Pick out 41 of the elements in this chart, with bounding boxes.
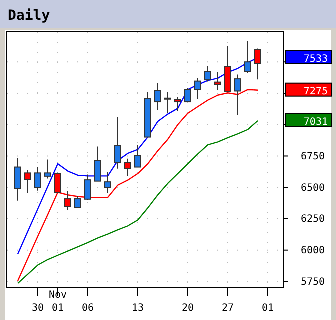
y-tick-label: 6250: [301, 214, 326, 226]
x-tick-label: 13: [132, 303, 144, 314]
x-tick-label: 01: [52, 303, 64, 314]
text: 7275: [304, 86, 328, 98]
candlestick: [64, 190, 72, 211]
x-tick-label: 30: [32, 303, 44, 314]
candlestick: [104, 172, 112, 194]
candlestick: [214, 72, 222, 91]
text: Nov: [48, 290, 68, 301]
candlestick: [34, 166, 42, 192]
candlestick: [24, 170, 32, 194]
line-series: [17, 120, 259, 284]
y-tick-label: 5750: [301, 276, 326, 288]
candlestick: [134, 144, 142, 168]
candlestick: [94, 146, 102, 182]
candlestick: [54, 172, 62, 194]
candlestick: [44, 159, 52, 180]
candlestick: [114, 116, 122, 170]
candlestick: [204, 66, 212, 82]
candlestick: [254, 48, 262, 80]
candlestick: [84, 174, 92, 201]
x-tick-label: 27: [222, 303, 234, 314]
x-tick-label: 20: [182, 303, 194, 314]
candlestick: [174, 96, 182, 112]
y-tick-label: 6000: [301, 246, 326, 257]
candlestick: [154, 82, 162, 111]
text: 7031: [304, 116, 328, 128]
y-tick-label: 6750: [301, 151, 326, 162]
candlestick: [14, 158, 22, 202]
candlestick: [184, 88, 192, 103]
candlestick: [124, 158, 132, 177]
text: 7533: [304, 54, 328, 65]
chart-title: Daily: [8, 8, 51, 24]
candlestick: [234, 74, 242, 116]
y-tick-label: 6500: [301, 182, 326, 194]
x-tick-label: 01: [262, 303, 274, 314]
x-tick-label: 06: [82, 303, 94, 314]
candlestick: [244, 41, 252, 74]
candlestick: [74, 196, 82, 209]
candlestick: [164, 92, 172, 114]
candlestick: [194, 78, 202, 100]
